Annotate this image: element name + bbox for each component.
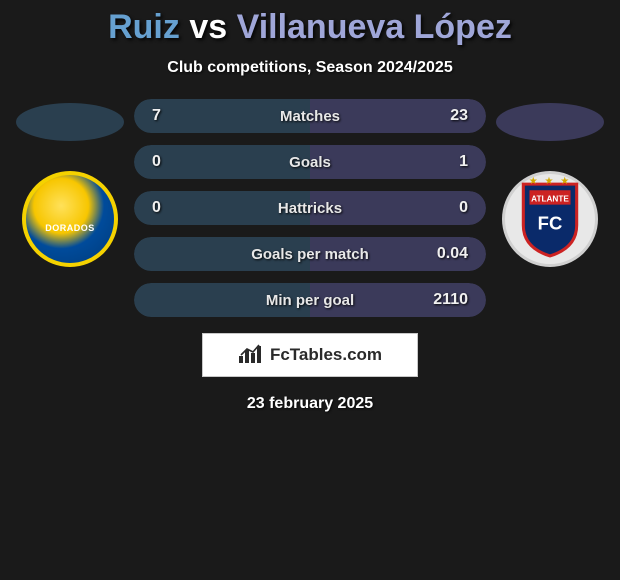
stat-label: Hattricks <box>278 200 342 217</box>
team1-crest-label: DORADOS <box>45 223 95 233</box>
snapshot-date: 23 february 2025 <box>247 395 373 413</box>
player2-photo-placeholder <box>496 103 604 141</box>
stat-label: Goals per match <box>251 246 369 263</box>
stat-row: 0 Hattricks 0 <box>134 191 486 225</box>
stat-value-right: 0 <box>459 199 468 217</box>
brand-box[interactable]: FcTables.com <box>202 333 418 377</box>
player1-name: Ruiz <box>108 8 180 46</box>
team2-crest: ★ ★ ★ ATLANTE FC <box>502 171 598 267</box>
left-side-col: DORADOS <box>10 99 130 267</box>
stat-value-right: 2110 <box>433 291 468 309</box>
player1-photo-placeholder <box>16 103 124 141</box>
main-row: DORADOS 7 Matches 23 0 Goals 1 0 Hattricks 0 Goal… <box>0 99 620 317</box>
svg-text:FC: FC <box>538 212 563 233</box>
stat-value-left: 0 <box>152 153 161 171</box>
player2-name: Villanueva López <box>237 8 512 46</box>
brand-chart-icon <box>238 342 264 369</box>
stat-row: 7 Matches 23 <box>134 99 486 133</box>
subtitle: Club competitions, Season 2024/2025 <box>167 59 452 77</box>
svg-text:ATLANTE: ATLANTE <box>531 195 569 204</box>
right-side-col: ★ ★ ★ ATLANTE FC <box>490 99 610 267</box>
stat-label: Goals <box>289 154 331 171</box>
stat-label: Matches <box>280 108 340 125</box>
stat-row: 0 Goals 1 <box>134 145 486 179</box>
stat-value-right: 0.04 <box>437 245 468 263</box>
team2-shield-icon: ATLANTE FC <box>519 180 581 258</box>
stats-column: 7 Matches 23 0 Goals 1 0 Hattricks 0 Goals per ma… <box>130 99 490 317</box>
stat-value-left: 0 <box>152 199 161 217</box>
brand-text: FcTables.com <box>270 345 382 365</box>
vs-separator: vs <box>189 8 227 46</box>
stat-value-right: 1 <box>459 153 468 171</box>
stat-label: Min per goal <box>266 292 354 309</box>
stat-value-right: 23 <box>450 107 468 125</box>
comparison-card: Ruiz vs Villanueva López Club competitio… <box>0 0 620 413</box>
page-title: Ruiz vs Villanueva López <box>108 8 512 47</box>
team1-crest: DORADOS <box>22 171 118 267</box>
stat-row: Min per goal 2110 <box>134 283 486 317</box>
team2-stars-icon: ★ ★ ★ <box>529 176 571 187</box>
stat-row: Goals per match 0.04 <box>134 237 486 271</box>
stat-value-left: 7 <box>152 107 161 125</box>
